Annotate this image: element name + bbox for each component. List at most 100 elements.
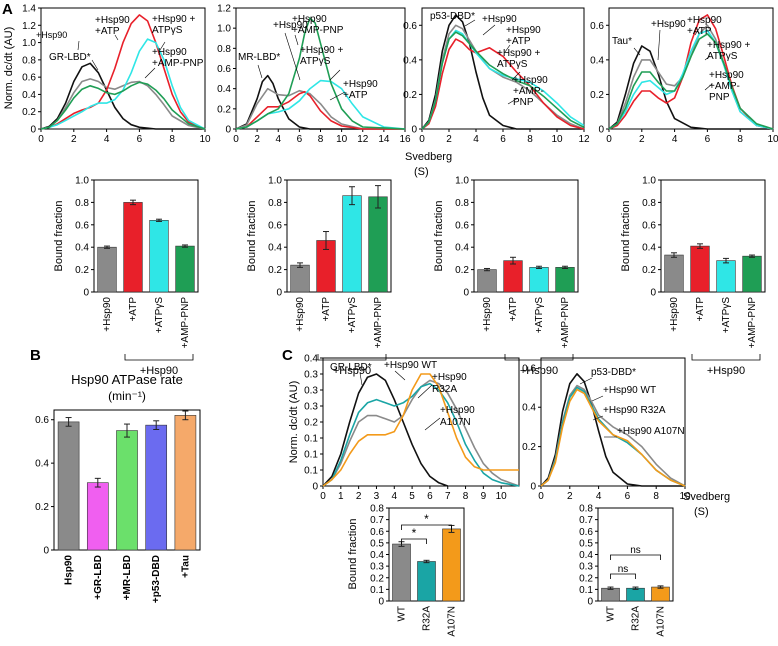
x-tick-label: 1 [338, 491, 344, 502]
hsp90-bracket [504, 354, 574, 361]
y-tick-label: 0.4 [522, 403, 536, 414]
x-tick-label: 4 [275, 134, 281, 145]
y-tick-label: 0 [650, 288, 656, 299]
leader-line [159, 41, 166, 51]
bar [503, 260, 523, 293]
bar [174, 415, 197, 551]
y-tick-label: 0 [530, 482, 536, 493]
bar [149, 220, 169, 293]
series-line [235, 87, 405, 130]
leader-line [417, 384, 433, 399]
plot-frame [286, 179, 392, 293]
y-tick-label: 1.2 [22, 21, 36, 32]
y-tick-label: 0.4 [217, 84, 231, 95]
series-line [608, 33, 774, 130]
x-tick-label: 4 [596, 491, 602, 502]
y-tick-label: 1.0 [268, 176, 282, 187]
x-tick-label: 0 [320, 491, 326, 502]
chart-A3: 0 2 4 6 8 10 12 0 0.2 0.4 0.6 [403, 7, 590, 145]
x-tick-label: 4 [473, 134, 479, 145]
y-tick-label: 0.2 [403, 90, 417, 101]
leader-line [704, 55, 711, 61]
bar [664, 254, 684, 293]
category-label: +ATPγS [534, 297, 545, 334]
x-tick-label: 2 [356, 491, 362, 502]
curve-label: +Hsp90 + ATPγS [152, 14, 196, 36]
chart-B: 0 0.2 0.4 0.6 Hsp90 +GR-LBD +MR-LBD +p53-DBD +Ta… [35, 372, 201, 603]
y-tick-label: 0.5 [370, 538, 384, 549]
x-tick-label: 10 [551, 134, 563, 145]
x-tick-label: 3 [374, 491, 380, 502]
y-tick-label: 0.8 [370, 504, 384, 515]
x-tick-label: 0 [606, 134, 612, 145]
chart-A4b: 0 0.2 0.4 0.6 0.8 1.0 +Hsp90 +ATP +ATPγS +AMP-PNP… [620, 176, 766, 377]
bar [342, 195, 362, 293]
bar [145, 424, 168, 551]
chart-C2: 0 2 4 6 8 10 0 0.2 0.4 0.6 [522, 357, 691, 502]
plot-frame [660, 179, 766, 293]
category-label: R32A [631, 606, 642, 631]
x-tick-label: 8 [527, 134, 533, 145]
bar [555, 267, 575, 293]
leader-line [114, 34, 119, 41]
x-tick-label: 16 [399, 134, 411, 145]
series-line [608, 29, 774, 130]
y-tick-label: 0.6 [590, 21, 604, 32]
curve-label: +Hsp90 R32A [432, 372, 467, 395]
y-tick-label: 0.4 [35, 459, 49, 470]
x-tick-label: 9 [481, 491, 487, 502]
category-label: +AMP-PNP [747, 297, 758, 349]
curve-label: +Hsp90 +ATP [506, 25, 541, 47]
y-tick-label: 0.6 [22, 73, 36, 84]
curve-label: +Hsp90 [482, 14, 517, 25]
bar [86, 482, 109, 551]
y-tick-label: 0.4 [403, 55, 417, 66]
y-tick-label: 0.3 [304, 386, 318, 397]
curve-label: p53-DBD* [430, 11, 475, 22]
y-tick-label: 0.7 [370, 515, 384, 526]
bar [601, 587, 620, 602]
bar [442, 528, 461, 602]
plot-frame [322, 357, 520, 487]
y-tick-label: 0 [378, 597, 384, 608]
y-tick-label: 0.4 [370, 550, 384, 561]
category-label: +ATP [321, 297, 332, 322]
leader-line [464, 19, 476, 27]
bar [116, 430, 138, 551]
y-axis-label: Norm. dc/dt (AU) [3, 27, 15, 110]
y-tick-label: 0.3 [370, 562, 384, 573]
category-label: A107N [447, 606, 458, 637]
y-tick-label: 1.0 [75, 176, 89, 187]
chart-A2: 0 2 4 6 8 10 12 14 16 0 0.2 0.4 0.6 0.8 1.0 1.2 [217, 4, 411, 146]
plot-frame [540, 357, 686, 487]
x-tick-label: 0 [233, 134, 239, 145]
y-tick-label: 0.4 [642, 243, 656, 254]
x-tick-label: 2 [254, 134, 260, 145]
category-label: +ATPγS [154, 297, 165, 334]
leader-line [482, 24, 496, 36]
y-tick-label: 0.6 [455, 220, 469, 231]
panel-label-b: B [30, 347, 41, 364]
x-tick-label: 6 [137, 134, 143, 145]
bracket-label: +Hsp90 [520, 365, 558, 377]
x-tick-label: 8 [318, 134, 324, 145]
leader-line [507, 97, 519, 105]
x-tick-label: 6 [297, 134, 303, 145]
leader-line [329, 69, 341, 81]
bar [626, 587, 645, 602]
leader-line [329, 91, 346, 101]
category-label: +ATPγS [721, 297, 732, 334]
leader-line [694, 26, 701, 36]
series-line [421, 14, 584, 130]
y-tick-label: 0.2 [590, 90, 604, 101]
y-tick-label: 0.4 [590, 55, 604, 66]
x-tick-label: 2 [71, 134, 77, 145]
bar [529, 267, 549, 293]
y-tick-label: 0.2 [217, 104, 231, 115]
leader-line [359, 372, 363, 386]
category-label: +Hsp90 [102, 297, 113, 332]
significance-label: ns [630, 545, 641, 556]
curve-label: +Hsp90 A107N [617, 426, 685, 437]
leader-line [633, 47, 641, 56]
